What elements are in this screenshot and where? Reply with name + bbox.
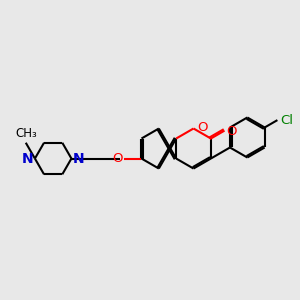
- Text: CH₃: CH₃: [15, 127, 37, 140]
- Text: O: O: [197, 121, 208, 134]
- Text: N: N: [73, 152, 85, 166]
- Text: N: N: [22, 152, 33, 166]
- Text: Cl: Cl: [280, 114, 293, 127]
- Text: O: O: [226, 125, 237, 138]
- Text: O: O: [112, 152, 122, 165]
